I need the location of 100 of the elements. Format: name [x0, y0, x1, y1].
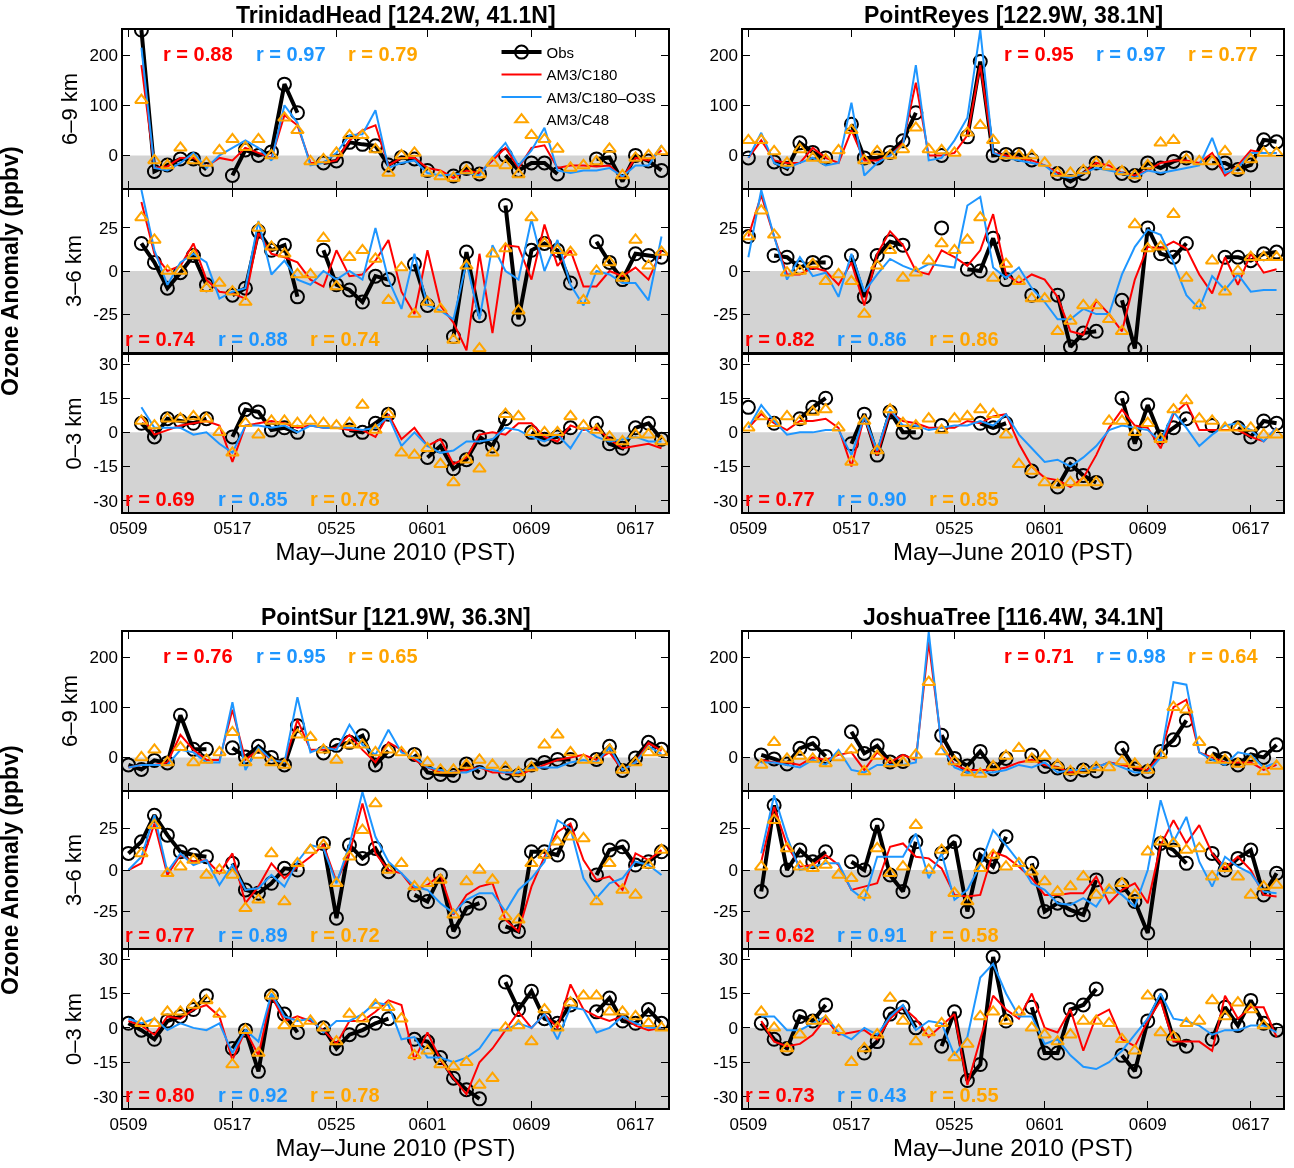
point [472, 462, 487, 473]
point [563, 161, 578, 172]
point [615, 173, 630, 188]
point [471, 764, 487, 780]
point [380, 272, 396, 288]
y-tick-label: 25 [718, 819, 738, 839]
annotation: r = 0.73 [745, 1084, 815, 1106]
point [225, 132, 240, 144]
point [1153, 743, 1169, 759]
point [354, 424, 370, 440]
point [831, 868, 846, 879]
point [1256, 132, 1272, 148]
point [277, 111, 292, 122]
point [908, 1020, 924, 1036]
point [1024, 287, 1040, 303]
point [959, 903, 975, 919]
text: Ozone Anomaly (ppbv) [0, 745, 23, 995]
point [524, 211, 539, 222]
point [420, 755, 435, 767]
point [290, 1016, 305, 1028]
point [856, 406, 872, 422]
point [1024, 463, 1040, 479]
point [602, 990, 617, 1006]
point [1191, 154, 1207, 166]
point [1166, 842, 1181, 858]
point [805, 399, 821, 415]
point [934, 418, 950, 434]
point [1217, 155, 1233, 171]
text: Ozone Anomaly (ppbv) [0, 146, 23, 396]
point [1075, 163, 1091, 175]
point [341, 1027, 357, 1043]
point [289, 424, 305, 440]
point [1063, 475, 1078, 487]
point [394, 446, 409, 457]
point [589, 989, 604, 1000]
point [589, 1004, 604, 1020]
point [134, 846, 149, 858]
point [1101, 1016, 1117, 1028]
legend-label: AM3/C180–O3S [546, 88, 656, 106]
point [238, 295, 253, 306]
point [1037, 758, 1053, 774]
point [602, 1005, 617, 1016]
point [1269, 759, 1283, 770]
point [342, 850, 357, 861]
point [947, 243, 962, 255]
point [1088, 763, 1104, 779]
point [237, 402, 253, 418]
point [1101, 760, 1117, 772]
point [1088, 298, 1104, 310]
point [1178, 411, 1194, 427]
point [831, 421, 846, 432]
point [394, 745, 409, 757]
point [985, 420, 1001, 436]
annotation: r = 0.97 [256, 43, 326, 65]
point [1011, 856, 1027, 868]
point [869, 1034, 885, 1050]
point [1166, 700, 1181, 711]
point [779, 409, 795, 421]
x-tick-label: 0517 [213, 519, 252, 539]
point [381, 1000, 396, 1011]
point [134, 1016, 149, 1028]
y-axis-title: 0–3 km [60, 397, 86, 470]
point [290, 267, 305, 279]
point [511, 409, 526, 421]
point [882, 867, 898, 883]
point [1230, 1018, 1246, 1034]
point [172, 844, 188, 860]
point [805, 854, 821, 870]
point [510, 923, 526, 939]
point [407, 146, 422, 157]
point [947, 834, 962, 850]
point [589, 423, 604, 434]
point [354, 136, 370, 152]
point [1230, 850, 1246, 866]
point [1140, 1013, 1156, 1029]
point [251, 428, 266, 439]
annotation: r = 0.85 [929, 488, 999, 510]
point [818, 844, 834, 860]
point [1050, 287, 1066, 303]
point [934, 1038, 950, 1054]
y-tick-label: 200 [89, 46, 118, 66]
annotation: r = 0.85 [218, 488, 288, 510]
point [316, 231, 331, 243]
point [549, 751, 565, 767]
point [276, 237, 292, 253]
point [264, 846, 279, 858]
point [315, 745, 331, 761]
point [134, 93, 149, 104]
point [654, 745, 668, 757]
point [459, 1055, 474, 1066]
annotation: r = 0.95 [1004, 43, 1074, 65]
annotation: r = 0.92 [218, 1084, 288, 1106]
point [998, 829, 1014, 845]
point [602, 743, 617, 754]
y-tick-label: -15 [93, 457, 118, 477]
point [419, 1034, 435, 1050]
point [654, 1015, 668, 1031]
point [510, 311, 526, 327]
point [628, 750, 643, 766]
point [1256, 887, 1272, 903]
